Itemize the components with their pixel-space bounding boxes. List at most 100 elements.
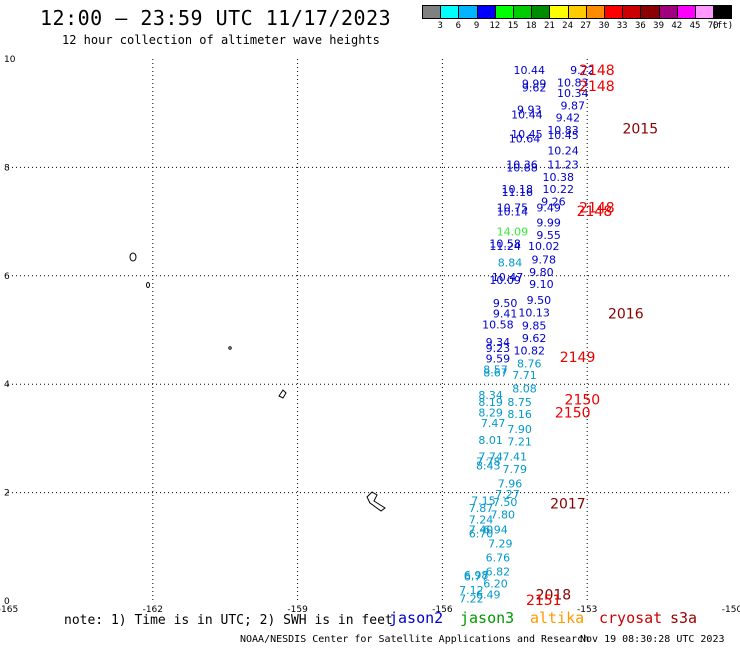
satellite-label-jason2: jason2 bbox=[389, 609, 444, 627]
time-label: 2018 bbox=[536, 587, 572, 603]
timestamp: Nov 19 08:30:28 UTC 2023 bbox=[580, 634, 725, 645]
wave-height-point: 6.94 bbox=[483, 523, 508, 536]
wave-height-point: 10.75 bbox=[497, 202, 529, 215]
colorbar-label: 70 bbox=[707, 21, 719, 31]
wave-height-point: 8.75 bbox=[507, 396, 532, 409]
time-label: 2149 bbox=[560, 350, 596, 366]
wave-height-point: 9.62 bbox=[522, 82, 547, 95]
wave-height-point: 6.76 bbox=[486, 552, 511, 565]
colorbar-label: 39 bbox=[653, 21, 665, 31]
wave-height-point: 7.41 bbox=[503, 450, 528, 463]
colorbar-label: 6 bbox=[455, 21, 462, 31]
time-labels: 2148214820152148214820162149215021502017… bbox=[526, 63, 658, 609]
colorbar-label: 12 bbox=[489, 21, 501, 31]
wave-height-point: 9.99 bbox=[536, 217, 561, 230]
wave-height-point: 7.87 bbox=[469, 502, 494, 515]
wave-height-point: 10.38 bbox=[542, 171, 574, 184]
wave-height-point: 7.78 bbox=[476, 456, 501, 469]
wave-height-point: 9.87 bbox=[560, 100, 585, 113]
satellite-label-jason3: jason3 bbox=[460, 609, 515, 627]
y-tick-label: 4 bbox=[4, 380, 10, 390]
wave-height-point: 10.13 bbox=[518, 307, 550, 320]
wave-height-point: 10.18 bbox=[501, 183, 533, 196]
wave-height-point: 7.79 bbox=[503, 463, 528, 476]
wave-height-point: 8.34 bbox=[478, 389, 503, 402]
wave-height-point: 11.23 bbox=[547, 159, 579, 172]
wave-height-point: 7.12 bbox=[459, 584, 484, 597]
wave-height-point: 10.45 bbox=[511, 128, 543, 141]
x-tick-label: -153 bbox=[577, 605, 597, 615]
wave-height-point: 10.88 bbox=[506, 161, 538, 174]
colorbar-label: 21 bbox=[543, 21, 555, 31]
wave-height-point: 8.67 bbox=[483, 366, 508, 379]
time-label: 2148 bbox=[579, 63, 615, 79]
island-outline bbox=[278, 389, 287, 399]
wave-height-point: 8.43 bbox=[476, 460, 501, 473]
chart-title: 12:00 – 23:59 UTC 11/17/2023 bbox=[40, 6, 392, 30]
axis-labels: -165 -162 -159 -156 -153 -150 0 2 4 6 8 10 bbox=[0, 55, 740, 615]
x-tick-label: -150 bbox=[722, 605, 740, 615]
wave-height-point: 9.42 bbox=[556, 112, 581, 125]
x-tick-label: -156 bbox=[432, 605, 453, 615]
y-tick-label: 0 bbox=[4, 597, 10, 607]
wave-height-point: 10.44 bbox=[511, 108, 543, 121]
wave-height-point: 9.23 bbox=[486, 342, 511, 355]
wave-height-point: 10.34 bbox=[557, 87, 589, 100]
time-label: 2148 bbox=[577, 204, 613, 220]
wave-height-point: 6.82 bbox=[486, 566, 511, 579]
y-tick-label: 8 bbox=[4, 163, 10, 173]
wave-height-point: 7.27 bbox=[495, 488, 520, 501]
island-outline bbox=[146, 282, 150, 288]
wave-height-point: 10.83 bbox=[557, 76, 589, 89]
wave-height-point: 8.19 bbox=[478, 396, 503, 409]
wave-height-point: 10.64 bbox=[509, 133, 541, 146]
wave-height-point: 8.08 bbox=[512, 383, 537, 396]
colorbar-label: 45 bbox=[689, 21, 701, 31]
wave-height-point: 7.40 bbox=[469, 523, 494, 536]
wave-height-point: 7.80 bbox=[490, 508, 515, 521]
wave-height-point: 8.01 bbox=[478, 434, 503, 447]
y-tick-label: 10 bbox=[4, 55, 16, 65]
time-label: 2148 bbox=[579, 201, 615, 217]
island-outline bbox=[228, 346, 232, 350]
colorbar-label: 9 bbox=[473, 21, 480, 31]
x-tick-label: -159 bbox=[287, 605, 308, 615]
wave-height-point: 9.50 bbox=[527, 294, 552, 307]
wave-height-point: 8.76 bbox=[517, 358, 542, 371]
wave-height-point: 7.74 bbox=[478, 450, 503, 463]
wave-height-point: 7.90 bbox=[507, 423, 532, 436]
wave-height-point: 10.22 bbox=[542, 183, 574, 196]
time-label: 2016 bbox=[608, 307, 644, 323]
colorbar-label: 30 bbox=[598, 21, 610, 31]
wave-height-point: 6.20 bbox=[483, 578, 508, 591]
colorbar-swatch bbox=[713, 5, 733, 19]
colorbar-label: 18 bbox=[525, 21, 537, 31]
wave-height-point: 8.16 bbox=[507, 408, 532, 421]
island-outline bbox=[366, 491, 386, 512]
wave-height-point: 10.44 bbox=[514, 64, 546, 77]
wave-height-point: 7.21 bbox=[507, 436, 532, 449]
wave-height-point: 9.85 bbox=[522, 320, 547, 333]
wave-height-point: 6.70 bbox=[469, 527, 494, 540]
y-tick-label: 6 bbox=[4, 272, 10, 282]
island-outline bbox=[129, 252, 137, 262]
colorbar-label: 42 bbox=[671, 21, 683, 31]
satellite-label-cryosat: cryosat bbox=[599, 609, 663, 627]
wave-height-point: 9.34 bbox=[486, 336, 511, 349]
time-label: 2148 bbox=[579, 79, 615, 95]
wave-height-point: 6.49 bbox=[476, 588, 501, 601]
wave-height-point: 9.93 bbox=[517, 103, 542, 116]
satellite-label-s3a: s3a bbox=[670, 609, 698, 627]
colorbar-label: 24 bbox=[562, 21, 574, 31]
colorbar-label: 3 bbox=[437, 21, 443, 31]
wave-height-point: 9.99 bbox=[522, 77, 547, 90]
time-label: 2017 bbox=[550, 496, 586, 512]
wave-height-point: 7.50 bbox=[493, 496, 518, 509]
wave-height-point: 6.98 bbox=[464, 569, 489, 582]
wave-height-point: 9.41 bbox=[493, 308, 518, 321]
x-tick-label: -162 bbox=[143, 605, 163, 615]
wave-height-point: 9.72 bbox=[570, 64, 595, 77]
colorbar-unit: (ft) bbox=[711, 21, 734, 31]
wave-height-point: 10.24 bbox=[547, 145, 579, 158]
wave-height-point: 9.78 bbox=[532, 254, 557, 267]
